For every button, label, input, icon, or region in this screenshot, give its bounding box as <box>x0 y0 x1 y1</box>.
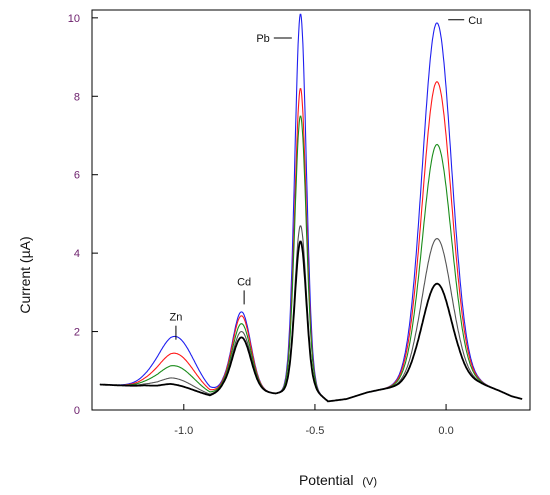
series-layer <box>99 13 523 403</box>
peak-label: Zn <box>170 312 183 324</box>
y-tick-label: 2 <box>74 327 80 339</box>
peak-label: Cu <box>468 15 482 27</box>
plot-axes: 0 2 4 6 8 10 -1.0 -0.5 0.0 <box>68 9 531 437</box>
peak-label: Cd <box>237 276 251 288</box>
y-tick-label: 0 <box>74 405 80 417</box>
x-tick-label: -1.0 <box>174 425 193 437</box>
peak-label: Pb <box>256 33 269 45</box>
series-line <box>99 13 523 402</box>
x-axis-label-text: Potential <box>299 472 353 488</box>
plot-frame <box>91 9 531 411</box>
series-line <box>99 115 523 402</box>
y-tick-label: 10 <box>68 13 80 25</box>
series-line <box>99 240 523 403</box>
x-tick-label: -0.5 <box>305 425 324 437</box>
y-tick-label: 8 <box>74 91 80 103</box>
x-tick-label: 0.0 <box>438 425 453 437</box>
x-axis-label: Potential (V) <box>299 472 377 488</box>
y-tick-label: 4 <box>74 248 80 260</box>
peak-labels: Zn Cd Pb Cu <box>170 15 482 340</box>
y-axis-label: Current (µA) <box>17 236 33 313</box>
x-axis-label-unit: (V) <box>362 476 377 488</box>
y-tick-label: 6 <box>74 170 80 182</box>
